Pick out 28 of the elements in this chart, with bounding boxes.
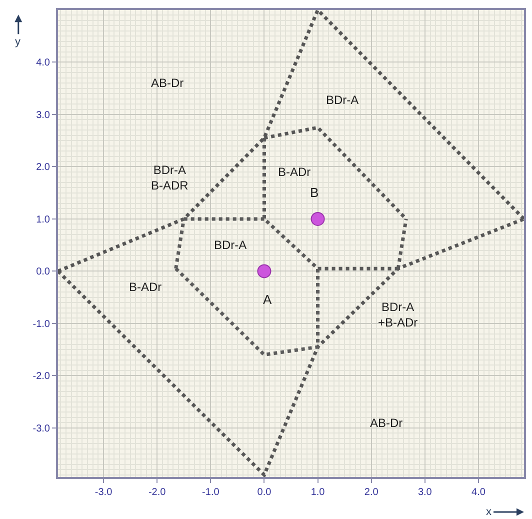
annotation: AB-Dr (370, 416, 403, 430)
y-tick-label: 4.0 (36, 58, 50, 69)
annotation: B-ADr (278, 165, 311, 179)
annotation: BDr-A (326, 93, 359, 107)
x-tick-label: 0.0 (257, 487, 272, 498)
annotation: B (310, 185, 319, 200)
x-tick-label: -2.0 (148, 487, 166, 498)
annotation: BDr-A +B-ADr (378, 300, 418, 330)
x-tick-label: 3.0 (418, 487, 432, 498)
x-tick-label: -1.0 (202, 487, 220, 498)
x-axis-title: x (486, 506, 492, 518)
y-tick-label: 3.0 (36, 110, 50, 121)
x-tick-label: 2.0 (364, 487, 379, 498)
annotation: AB-Dr (151, 76, 184, 90)
y-tick-label: 0.0 (36, 266, 50, 278)
annotation: B-ADr (129, 280, 162, 294)
x-tick-label: 1.0 (310, 487, 326, 498)
annotation: BDr-A (214, 238, 247, 252)
y-tick-label: 2.0 (36, 162, 50, 174)
annotation: A (263, 292, 272, 307)
y-axis-title: y (15, 36, 21, 48)
x-tick-label: -3.0 (94, 487, 113, 498)
annotation: BDr-A B-ADR (151, 163, 189, 193)
y-tick-label: 1.0 (36, 214, 50, 226)
y-tick-label: -1.0 (32, 318, 50, 330)
y-tick-label: -3.0 (32, 423, 50, 434)
y-tick-label: -2.0 (32, 371, 50, 382)
x-tick-label: 4.0 (472, 487, 486, 498)
